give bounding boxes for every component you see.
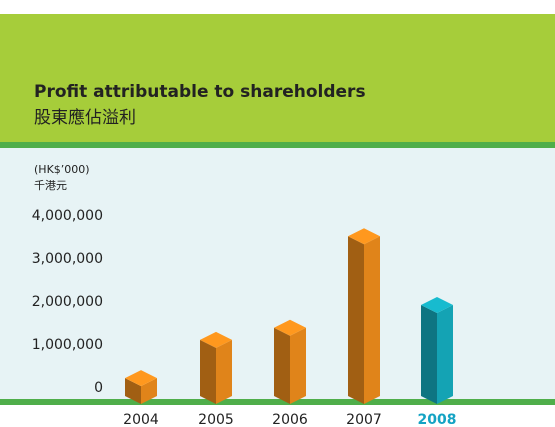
chart-subtitle: 股東應佔溢利: [34, 107, 136, 128]
x-tick-label: 2007: [346, 412, 382, 427]
bar-right-face: [437, 305, 453, 404]
floor-line: [0, 399, 555, 405]
bar-top-face: [125, 370, 157, 387]
y-tick-label: 2,000,000: [32, 294, 103, 310]
bar-left-face: [421, 305, 437, 404]
unit-label: (HK$’000): [34, 163, 90, 176]
bar-right-face: [141, 378, 157, 404]
y-tick-label: 4,000,000: [32, 208, 103, 224]
bar-top-face: [421, 297, 453, 314]
x-tick-label: 2005: [198, 412, 234, 427]
bar-right-face: [364, 236, 380, 404]
bar-left-face: [348, 236, 364, 404]
bar-left-face: [125, 378, 141, 404]
y-tick-label: 0: [94, 380, 103, 396]
x-tick-label: 2008: [418, 412, 457, 427]
header-band: [0, 14, 555, 142]
x-tick-label: 2004: [123, 412, 159, 427]
bar-top-face: [348, 228, 380, 245]
bar-top-face: [274, 319, 306, 336]
header-stripe: [0, 142, 555, 148]
bar-right-face: [290, 327, 306, 404]
bar-top-face: [200, 331, 232, 348]
unit-label-zh: 千港元: [34, 179, 67, 192]
bar-left-face: [200, 339, 216, 404]
bar-left-face: [274, 327, 290, 404]
chart-title: Profit attributable to shareholders: [34, 82, 366, 102]
x-tick-label: 2006: [272, 412, 308, 427]
y-tick-label: 1,000,000: [32, 337, 103, 353]
y-tick-label: 3,000,000: [32, 251, 103, 267]
bar-right-face: [216, 339, 232, 404]
